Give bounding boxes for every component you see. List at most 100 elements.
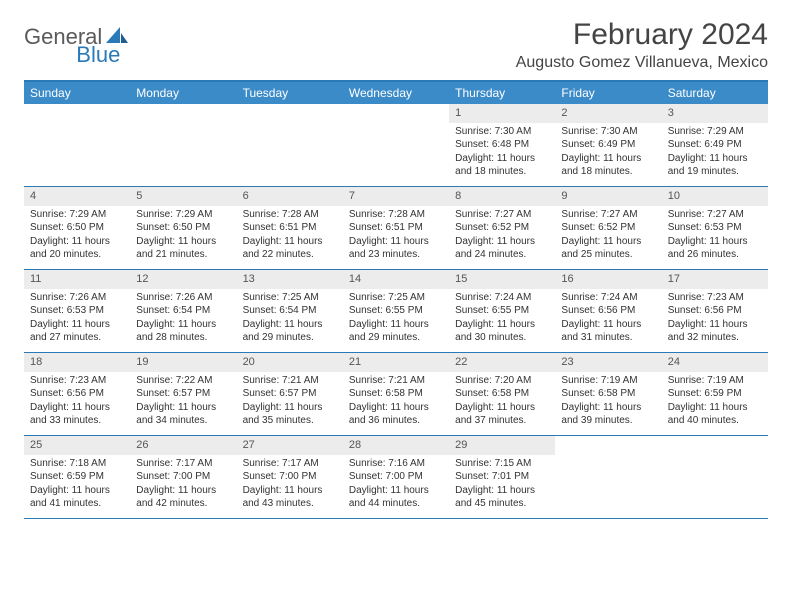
day-cell: 1 Sunrise: 7:30 AMSunset: 6:48 PMDaylight… [449,104,555,186]
day-sunset: Sunset: 6:57 PM [243,387,337,401]
weeks-container: 1Sunrise: 7:30 AMSunset: 6:48 PMDaylight… [24,104,768,519]
day-number [343,104,449,123]
day-cell: 11Sunrise: 7:26 AMSunset: 6:53 PMDayligh… [24,270,130,352]
day-sunset: Sunset: 6:48 PM [455,138,549,152]
day-cell: 17 Sunrise: 7:23 AMSunset: 6:56 PMDayligh… [662,270,768,352]
day-cell [130,104,236,186]
day-sunset: Sunset: 7:00 PM [349,470,443,484]
day-body: Sunrise: 7:24 AMSunset: 6:56 PMDaylight:… [555,291,661,349]
day-daylight: Daylight: 11 hours and 31 minutes. [561,318,655,345]
day-sunrise: Sunrise: 7:27 AM [668,208,762,222]
day-number: 7 [343,187,449,206]
day-body: Sunrise: 7:25 AMSunset: 6:54 PMDaylight:… [237,291,343,349]
week-row: 1 Sunrise: 7:30 AMSunset: 6:48 PMDaylight… [24,104,768,187]
day-number: 28 [343,436,449,455]
day-sunset: Sunset: 6:55 PM [455,304,549,318]
day-number: 13 [237,270,343,289]
day-sunrise: Sunrise: 7:28 AM [243,208,337,222]
day-daylight: Daylight: 11 hours and 32 minutes. [668,318,762,345]
day-number: 22 [449,353,555,372]
day-body: Sunrise: 7:21 AMSunset: 6:58 PMDaylight:… [343,374,449,432]
day-body: Sunrise: 7:20 AMSunset: 6:58 PMDaylight:… [449,374,555,432]
day-number: 26 [130,436,236,455]
day-sunrise: Sunrise: 7:21 AM [243,374,337,388]
day-sunrise: Sunrise: 7:21 AM [349,374,443,388]
day-number: 1 [449,104,555,123]
day-sunset: Sunset: 6:56 PM [561,304,655,318]
day-daylight: Daylight: 11 hours and 18 minutes. [455,152,549,179]
day-sunset: Sunset: 6:54 PM [136,304,230,318]
day-cell: 5Sunrise: 7:29 AMSunset: 6:50 PMDaylight… [130,187,236,269]
day-number: 23 [555,353,661,372]
day-body: Sunrise: 7:16 AMSunset: 7:00 PMDaylight:… [343,457,449,515]
day-number: 8 [449,187,555,206]
weekday-header: Saturday [662,82,768,104]
day-sunrise: Sunrise: 7:25 AM [243,291,337,305]
day-daylight: Daylight: 11 hours and 43 minutes. [243,484,337,511]
day-sunset: Sunset: 7:00 PM [136,470,230,484]
day-daylight: Daylight: 11 hours and 34 minutes. [136,401,230,428]
day-body: Sunrise: 7:29 AMSunset: 6:49 PMDaylight:… [662,125,768,183]
day-sunrise: Sunrise: 7:30 AM [455,125,549,139]
day-sunset: Sunset: 7:00 PM [243,470,337,484]
day-number: 17 [662,270,768,289]
day-daylight: Daylight: 11 hours and 40 minutes. [668,401,762,428]
day-daylight: Daylight: 11 hours and 29 minutes. [349,318,443,345]
day-cell: 23Sunrise: 7:19 AMSunset: 6:58 PMDayligh… [555,353,661,435]
day-sunrise: Sunrise: 7:19 AM [561,374,655,388]
day-cell: 12 Sunrise: 7:26 AMSunset: 6:54 PMDayligh… [130,270,236,352]
day-sunset: Sunset: 6:51 PM [243,221,337,235]
day-body: Sunrise: 7:18 AMSunset: 6:59 PMDaylight:… [24,457,130,515]
day-sunrise: Sunrise: 7:26 AM [136,291,230,305]
day-number: 29 [449,436,555,455]
day-number: 16 [555,270,661,289]
day-sunset: Sunset: 6:51 PM [349,221,443,235]
day-sunrise: Sunrise: 7:16 AM [349,457,443,471]
location: Augusto Gomez Villanueva, Mexico [516,54,768,72]
day-cell: 9Sunrise: 7:27 AMSunset: 6:52 PMDaylight… [555,187,661,269]
day-daylight: Daylight: 11 hours and 37 minutes. [455,401,549,428]
day-cell: 10Sunrise: 7:27 AMSunset: 6:53 PMDayligh… [662,187,768,269]
day-sunrise: Sunrise: 7:17 AM [243,457,337,471]
day-body: Sunrise: 7:23 AMSunset: 6:56 PMDaylight:… [662,291,768,349]
day-sunrise: Sunrise: 7:25 AM [349,291,443,305]
day-number: 6 [237,187,343,206]
day-sunrise: Sunrise: 7:24 AM [455,291,549,305]
day-sunrise: Sunrise: 7:24 AM [561,291,655,305]
day-number: 20 [237,353,343,372]
logo-text-blue: Blue [76,42,120,68]
day-sunrise: Sunrise: 7:29 AM [668,125,762,139]
day-cell: 6Sunrise: 7:28 AMSunset: 6:51 PMDaylight… [237,187,343,269]
day-number: 2 [555,104,661,123]
day-sunset: Sunset: 6:57 PM [136,387,230,401]
day-number: 12 [130,270,236,289]
day-number: 5 [130,187,236,206]
day-sunrise: Sunrise: 7:29 AM [136,208,230,222]
day-number [237,104,343,123]
day-cell: 29Sunrise: 7:15 AMSunset: 7:01 PMDayligh… [449,436,555,518]
day-sunset: Sunset: 6:50 PM [30,221,124,235]
day-cell: 8Sunrise: 7:27 AMSunset: 6:52 PMDaylight… [449,187,555,269]
weekday-header: Friday [555,82,661,104]
day-cell: 21Sunrise: 7:21 AMSunset: 6:58 PMDayligh… [343,353,449,435]
day-daylight: Daylight: 11 hours and 28 minutes. [136,318,230,345]
day-body: Sunrise: 7:19 AMSunset: 6:59 PMDaylight:… [662,374,768,432]
day-body: Sunrise: 7:25 AMSunset: 6:55 PMDaylight:… [343,291,449,349]
day-cell [237,104,343,186]
day-sunset: Sunset: 7:01 PM [455,470,549,484]
day-sunrise: Sunrise: 7:27 AM [455,208,549,222]
header: General Blue February 2024 Augusto Gomez… [24,18,768,72]
day-number [662,436,768,455]
day-daylight: Daylight: 11 hours and 45 minutes. [455,484,549,511]
day-number: 4 [24,187,130,206]
day-sunset: Sunset: 6:53 PM [668,221,762,235]
day-body: Sunrise: 7:26 AMSunset: 6:53 PMDaylight:… [24,291,130,349]
week-row: 4Sunrise: 7:29 AMSunset: 6:50 PMDaylight… [24,187,768,270]
day-cell: 22 Sunrise: 7:20 AMSunset: 6:58 PMDayligh… [449,353,555,435]
day-cell: 16 Sunrise: 7:24 AMSunset: 6:56 PMDayligh… [555,270,661,352]
day-daylight: Daylight: 11 hours and 27 minutes. [30,318,124,345]
day-sunset: Sunset: 6:52 PM [455,221,549,235]
weekday-header: Tuesday [237,82,343,104]
day-cell [24,104,130,186]
day-cell [662,436,768,518]
